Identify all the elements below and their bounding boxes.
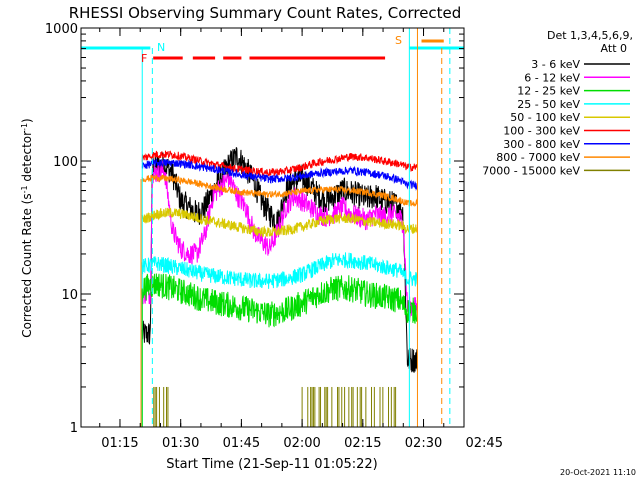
series-lines xyxy=(141,146,418,427)
x-tick-label: 01:45 xyxy=(223,436,260,451)
x-tick-label: 02:15 xyxy=(344,436,381,451)
flag-bars xyxy=(81,39,464,60)
legend-item-label: 3 - 6 keV xyxy=(531,58,580,71)
y-tick-label: 100 xyxy=(53,155,78,170)
series-line-2 xyxy=(141,273,418,328)
flag-label-saa: S xyxy=(395,34,402,47)
series-line-3 xyxy=(141,252,418,289)
plot-frame xyxy=(80,27,465,428)
legend-item-label: 7000 - 15000 keV xyxy=(482,164,580,177)
x-tick-label: 02:00 xyxy=(283,436,320,451)
x-axis-label: Start Time (21-Sep-11 01:05:22) xyxy=(166,457,377,472)
legend-item-label: 50 - 100 keV xyxy=(510,111,580,124)
x-tick-label: 02:45 xyxy=(466,436,503,451)
legend-header-line1: Det 1,3,4,5,6,9, xyxy=(547,29,633,42)
series-line-6 xyxy=(141,158,418,191)
legend-header-line2: Att 0 xyxy=(601,42,627,55)
x-tick-label: 01:30 xyxy=(162,436,199,451)
legend-item-label: 800 - 7000 keV xyxy=(496,151,580,164)
legend-item-label: 25 - 50 keV xyxy=(517,98,580,111)
series-line-7 xyxy=(141,174,418,208)
series-line-4 xyxy=(141,207,418,238)
flag-label-flare: F xyxy=(141,52,147,65)
y-tick-label: 10 xyxy=(61,288,78,303)
flag-vertical-lines xyxy=(140,28,451,427)
y-axis-ticks: 1 10 100 1000 xyxy=(45,22,464,436)
legend-item-label: 100 - 300 keV xyxy=(503,125,580,138)
x-tick-label: 02:30 xyxy=(405,436,442,451)
chart-title: RHESSI Observing Summary Count Rates, Co… xyxy=(69,4,462,22)
legend-item-label: 12 - 25 keV xyxy=(517,85,580,98)
legend-item-label: 6 - 12 keV xyxy=(524,71,580,84)
timestamp-stamp: 20-Oct-2021 11:10 xyxy=(560,468,636,477)
flag-label-night: N xyxy=(157,41,165,54)
x-axis-ticks: 01:15 01:30 01:45 02:00 02:15 02:30 02:45 xyxy=(99,28,503,451)
x-tick-label: 01:15 xyxy=(101,436,138,451)
y-tick-label: 1000 xyxy=(45,22,78,37)
y-axis-label: Corrected Count Rate (s-1 detector-1) xyxy=(20,118,35,337)
series-line-5 xyxy=(141,150,418,177)
y-tick-label: 1 xyxy=(70,421,78,436)
legend-item-label: 300 - 800 keV xyxy=(503,138,580,151)
